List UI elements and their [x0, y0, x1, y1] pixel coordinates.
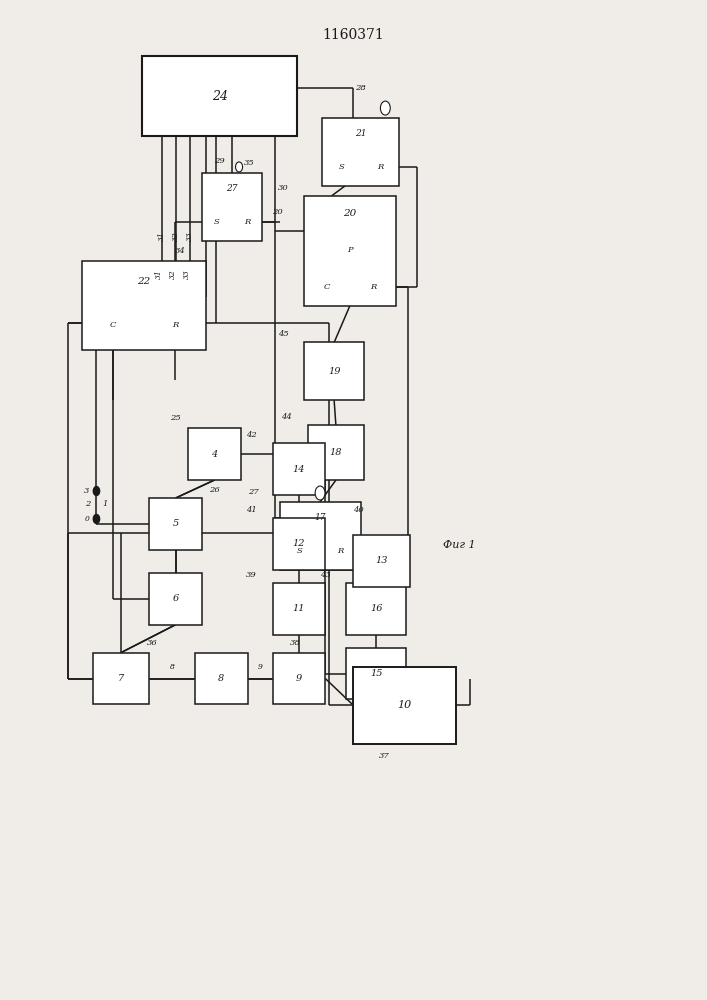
Text: 37: 37: [379, 752, 390, 760]
Circle shape: [93, 487, 100, 496]
Text: 1160371: 1160371: [322, 28, 385, 42]
Bar: [304, 196, 396, 306]
Text: 31: 31: [154, 269, 163, 279]
Text: 18: 18: [329, 448, 342, 457]
Text: 19: 19: [328, 367, 340, 376]
Text: 35: 35: [244, 159, 255, 167]
Bar: [279, 502, 361, 570]
Text: 25: 25: [170, 414, 181, 422]
Circle shape: [315, 486, 325, 500]
Text: 8: 8: [170, 663, 175, 671]
Bar: [149, 498, 202, 550]
Text: S: S: [214, 218, 220, 226]
Text: C: C: [324, 283, 330, 291]
Bar: [202, 173, 262, 241]
Text: 31: 31: [158, 231, 166, 241]
Text: 14: 14: [293, 465, 305, 474]
Text: 41: 41: [246, 506, 257, 514]
Text: 32: 32: [172, 231, 180, 241]
Text: 0: 0: [85, 515, 89, 523]
Text: 34: 34: [175, 247, 186, 255]
Bar: [83, 261, 206, 350]
Text: 42: 42: [246, 431, 257, 439]
Text: 3: 3: [84, 487, 89, 495]
Text: 26: 26: [209, 486, 220, 494]
Text: 24: 24: [211, 90, 228, 103]
Text: R: R: [337, 547, 344, 555]
Bar: [346, 583, 407, 635]
Text: 13: 13: [375, 556, 388, 565]
Text: 8: 8: [218, 674, 225, 683]
Bar: [272, 583, 325, 635]
Text: 10: 10: [397, 700, 411, 710]
Text: 36: 36: [147, 639, 158, 647]
Text: 1: 1: [102, 500, 107, 508]
Text: 33: 33: [186, 231, 194, 241]
Text: 43: 43: [320, 571, 331, 579]
Text: R: R: [244, 218, 250, 226]
Text: C: C: [110, 321, 117, 329]
Text: P: P: [347, 246, 353, 254]
Text: S: S: [339, 163, 344, 171]
Text: 40: 40: [354, 506, 364, 514]
Text: 45: 45: [278, 330, 288, 338]
Bar: [188, 428, 241, 480]
Bar: [272, 443, 325, 495]
Bar: [272, 518, 325, 570]
Bar: [149, 573, 202, 625]
Bar: [308, 425, 364, 480]
Text: 27: 27: [247, 488, 259, 496]
Text: 20: 20: [344, 209, 356, 218]
Text: 16: 16: [370, 604, 382, 613]
Text: 29: 29: [214, 157, 225, 165]
Bar: [195, 653, 248, 704]
Text: 32: 32: [168, 269, 177, 279]
Text: S: S: [297, 547, 303, 555]
Text: 27: 27: [226, 184, 238, 193]
Text: 17: 17: [315, 513, 326, 522]
Text: 28: 28: [355, 84, 366, 92]
Circle shape: [235, 162, 243, 172]
Text: 22: 22: [137, 277, 151, 286]
Text: 6: 6: [173, 594, 179, 603]
Text: Фиг 1: Фиг 1: [443, 540, 475, 550]
Text: 9: 9: [258, 663, 262, 671]
Text: 9: 9: [296, 674, 302, 683]
Circle shape: [380, 101, 390, 115]
Bar: [322, 118, 399, 186]
Bar: [93, 653, 149, 704]
Text: 7: 7: [118, 674, 124, 683]
Text: 30: 30: [278, 184, 288, 192]
Bar: [346, 648, 407, 699]
Text: 12: 12: [293, 539, 305, 548]
Text: 44: 44: [281, 413, 292, 421]
Text: 20: 20: [272, 208, 283, 216]
Text: 38: 38: [290, 639, 300, 647]
Bar: [272, 653, 325, 704]
Text: R: R: [377, 163, 383, 171]
Text: 5: 5: [173, 519, 179, 528]
Text: 15: 15: [370, 669, 382, 678]
Text: R: R: [370, 283, 376, 291]
Bar: [354, 667, 455, 744]
Bar: [142, 56, 297, 136]
Text: 33: 33: [182, 269, 191, 279]
Text: 2: 2: [86, 500, 90, 508]
Text: 11: 11: [293, 604, 305, 613]
Text: R: R: [172, 321, 178, 329]
Bar: [354, 535, 410, 587]
Text: 21: 21: [355, 129, 366, 138]
Text: 39: 39: [246, 571, 257, 579]
Bar: [304, 342, 364, 400]
Circle shape: [93, 514, 100, 523]
Text: 4: 4: [211, 450, 218, 459]
